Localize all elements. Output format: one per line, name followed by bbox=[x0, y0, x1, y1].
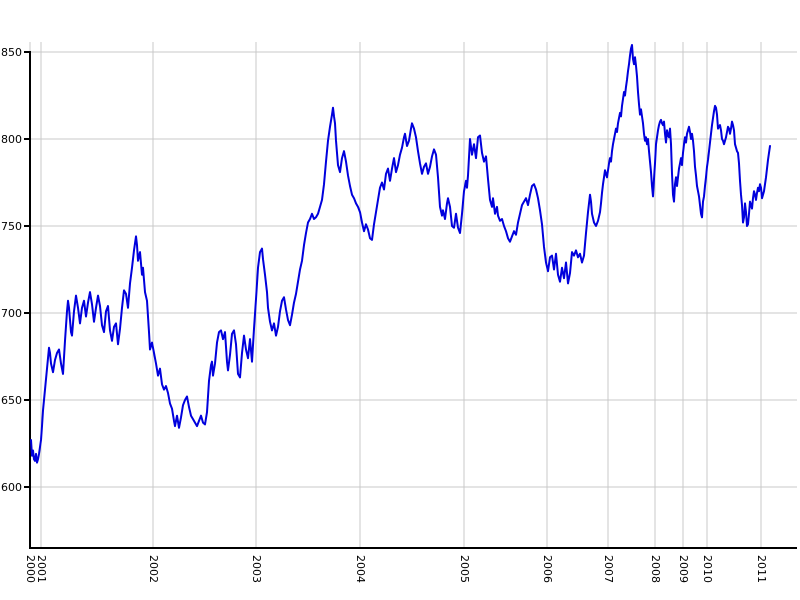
x-tick-label: 2011 bbox=[755, 555, 768, 583]
x-tick-label: 2006 bbox=[541, 555, 554, 583]
x-tick-label: 2010 bbox=[701, 555, 714, 583]
y-tick-label: 1700 bbox=[0, 307, 22, 320]
y-tick-label: 1750 bbox=[0, 220, 22, 233]
x-tick-label: 2000 bbox=[24, 555, 37, 583]
x-tick-label: 2008 bbox=[649, 555, 662, 583]
x-tick-label: 2005 bbox=[458, 555, 471, 583]
x-tick-label: 2002 bbox=[147, 555, 160, 583]
gridlines bbox=[29, 42, 797, 548]
data-series bbox=[30, 44, 771, 464]
x-tick-label: 2007 bbox=[602, 555, 615, 583]
price-line bbox=[30, 44, 771, 464]
y-tick-label: 1650 bbox=[0, 394, 22, 407]
axes bbox=[24, 51, 797, 549]
x-tick-label: 2003 bbox=[250, 555, 263, 583]
x-tick-label: 2001 bbox=[35, 555, 48, 583]
y-tick-label: 1800 bbox=[0, 133, 22, 146]
x-tick-label: 2009 bbox=[677, 555, 690, 583]
x-tick-label: 2004 bbox=[354, 555, 367, 583]
y-tick-label: 1850 bbox=[0, 46, 22, 59]
